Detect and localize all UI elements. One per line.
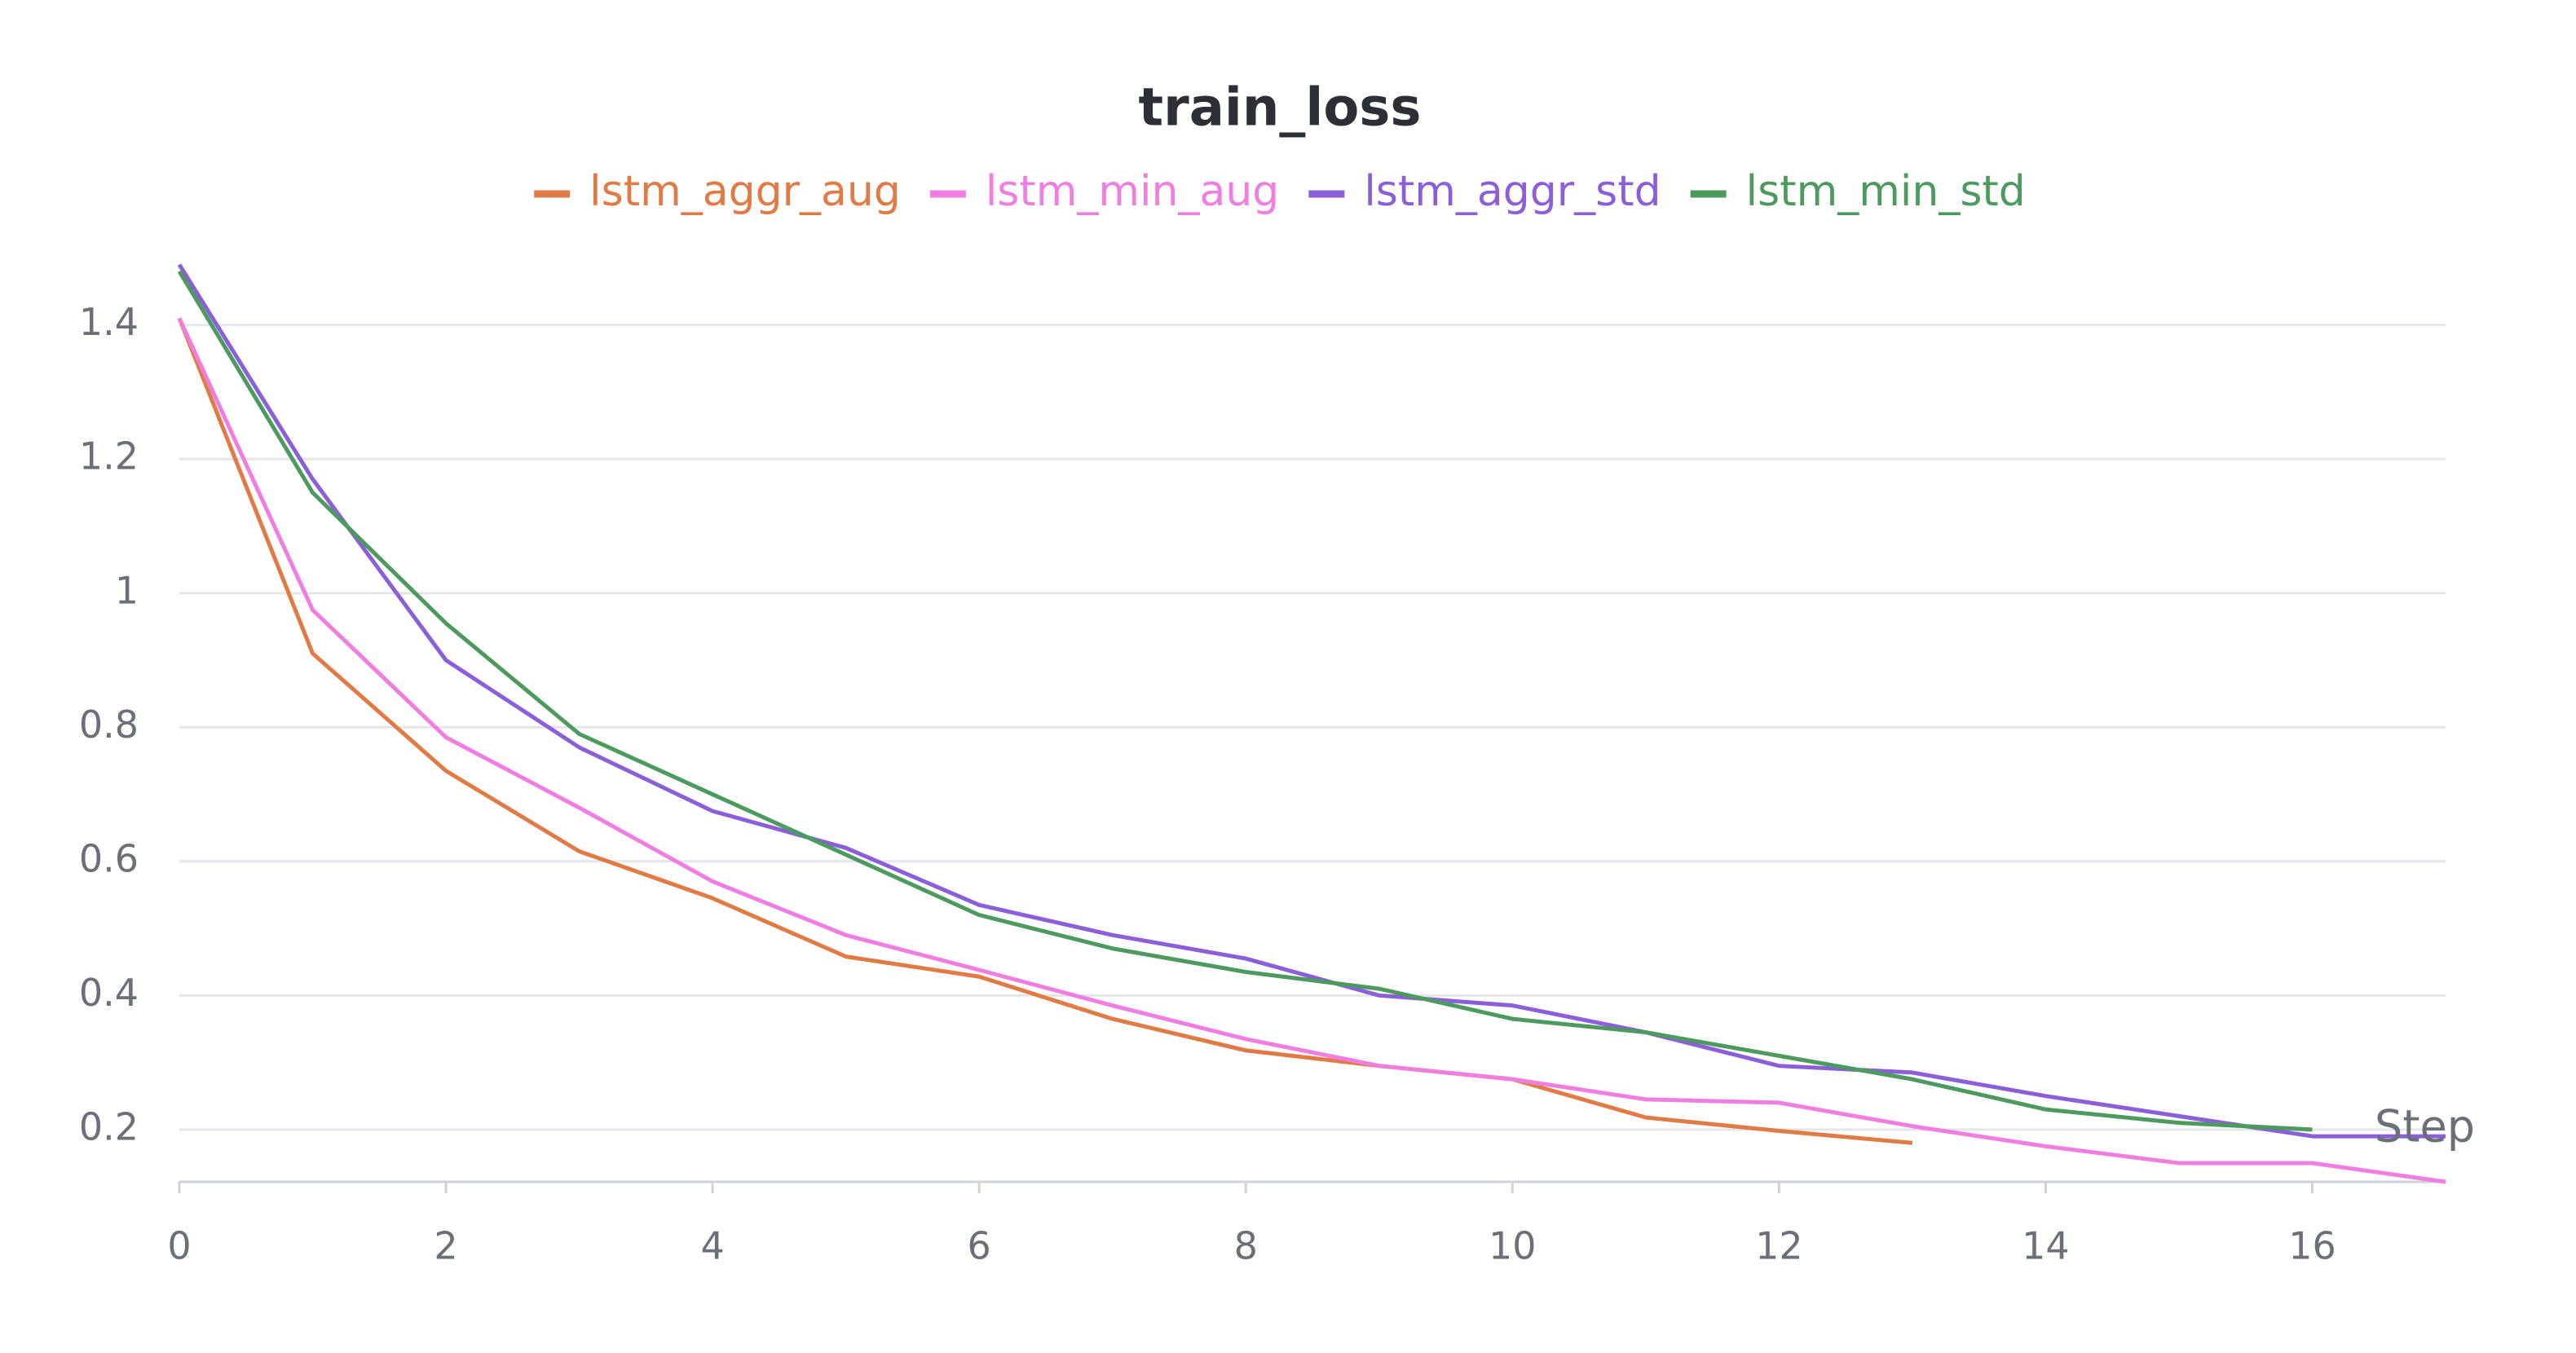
series-line — [177, 317, 2446, 1184]
x-tick-label: 10 — [1489, 1224, 1537, 1268]
x-tick-label: 4 — [700, 1224, 724, 1268]
y-tick-label: 1 — [115, 568, 139, 612]
y-tick-label: 0.4 — [79, 971, 139, 1015]
x-tick-label: 14 — [2022, 1224, 2070, 1268]
x-tick-label: 2 — [434, 1224, 457, 1268]
y-tick-label: 1.4 — [79, 300, 139, 344]
x-tick-label: 16 — [2288, 1224, 2336, 1268]
legend-label: lstm_aggr_std — [1364, 167, 1661, 216]
y-tick-label: 1.2 — [79, 434, 139, 478]
legend-label: lstm_min_std — [1746, 167, 2026, 216]
x-axis-label: Step — [2375, 1101, 2475, 1152]
x-tick-label: 8 — [1234, 1224, 1258, 1268]
series-line — [177, 263, 2446, 1139]
y-tick-label: 0.6 — [79, 836, 139, 880]
series-line — [177, 270, 2313, 1132]
x-tick-label: 12 — [1755, 1224, 1803, 1268]
legend-label: lstm_min_aug — [986, 167, 1279, 216]
y-tick-label: 0.2 — [79, 1104, 139, 1148]
x-tick-label: 6 — [968, 1224, 991, 1268]
legend-label: lstm_aggr_aug — [589, 167, 901, 216]
x-tick-label: 0 — [167, 1224, 191, 1268]
series-line — [177, 317, 1913, 1145]
chart-title: train_loss — [1139, 78, 1422, 139]
y-tick-label: 0.8 — [79, 703, 139, 747]
